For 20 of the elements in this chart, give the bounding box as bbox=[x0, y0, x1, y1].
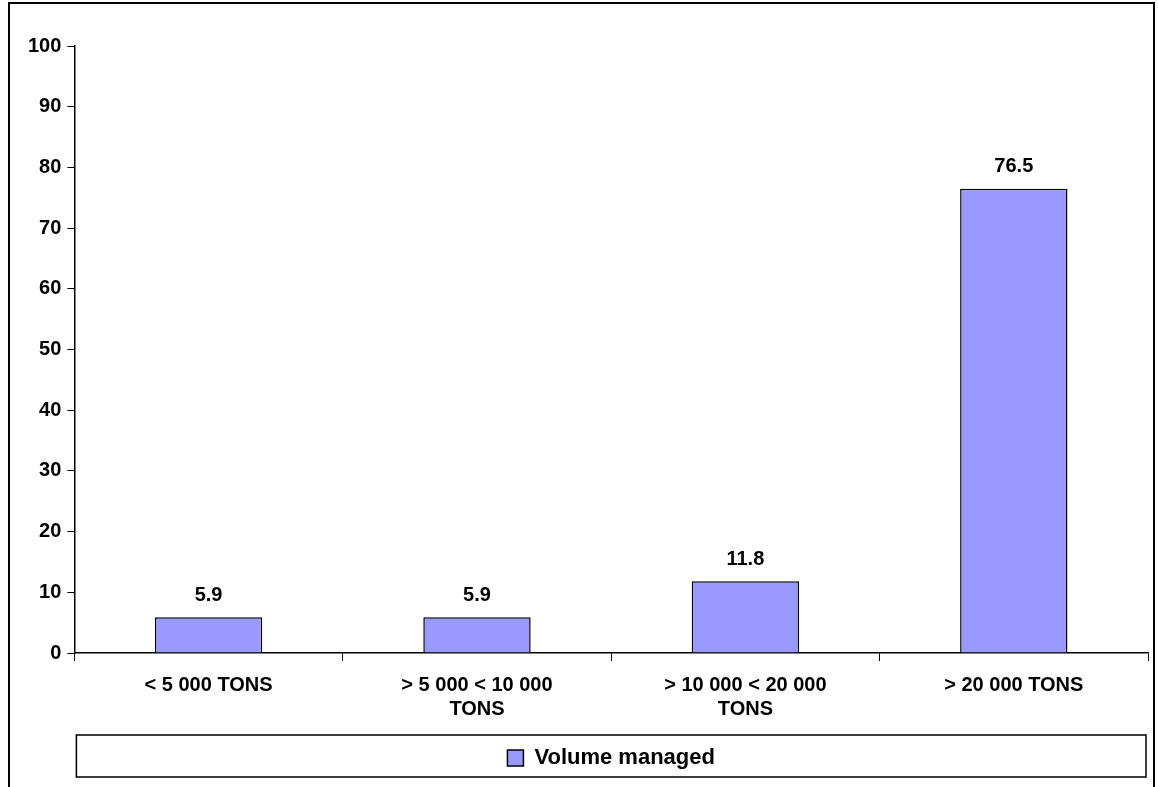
y-tick-label: 100 bbox=[27, 33, 62, 56]
x-tick-label: > 20 000 TONS bbox=[944, 672, 1084, 695]
x-tick-label: > 10 000 < 20 000 TONS bbox=[664, 672, 827, 719]
data-label: 5.9 bbox=[463, 582, 491, 605]
legend-label: Volume managed bbox=[534, 744, 715, 770]
data-label: 11.8 bbox=[726, 546, 765, 569]
x-tick-label: < 5 000 TONS bbox=[144, 672, 273, 695]
y-tick-label: 60 bbox=[39, 276, 62, 299]
data-label: 76.5 bbox=[994, 154, 1034, 177]
y-tick-label: 30 bbox=[39, 458, 62, 481]
y-tick-label: 0 bbox=[50, 640, 62, 663]
x-tick-label: > 5 000 < 10 000 TONS bbox=[401, 672, 553, 719]
y-tick-label: 40 bbox=[39, 397, 62, 420]
data-label: 5.9 bbox=[194, 582, 223, 605]
y-tick-label: 70 bbox=[39, 215, 62, 238]
y-tick-label: 90 bbox=[39, 94, 62, 117]
y-tick-label: 50 bbox=[39, 337, 62, 360]
y-tick-label: 10 bbox=[39, 579, 62, 602]
y-tick-label: 80 bbox=[39, 154, 62, 177]
y-tick-label: 20 bbox=[39, 519, 62, 542]
